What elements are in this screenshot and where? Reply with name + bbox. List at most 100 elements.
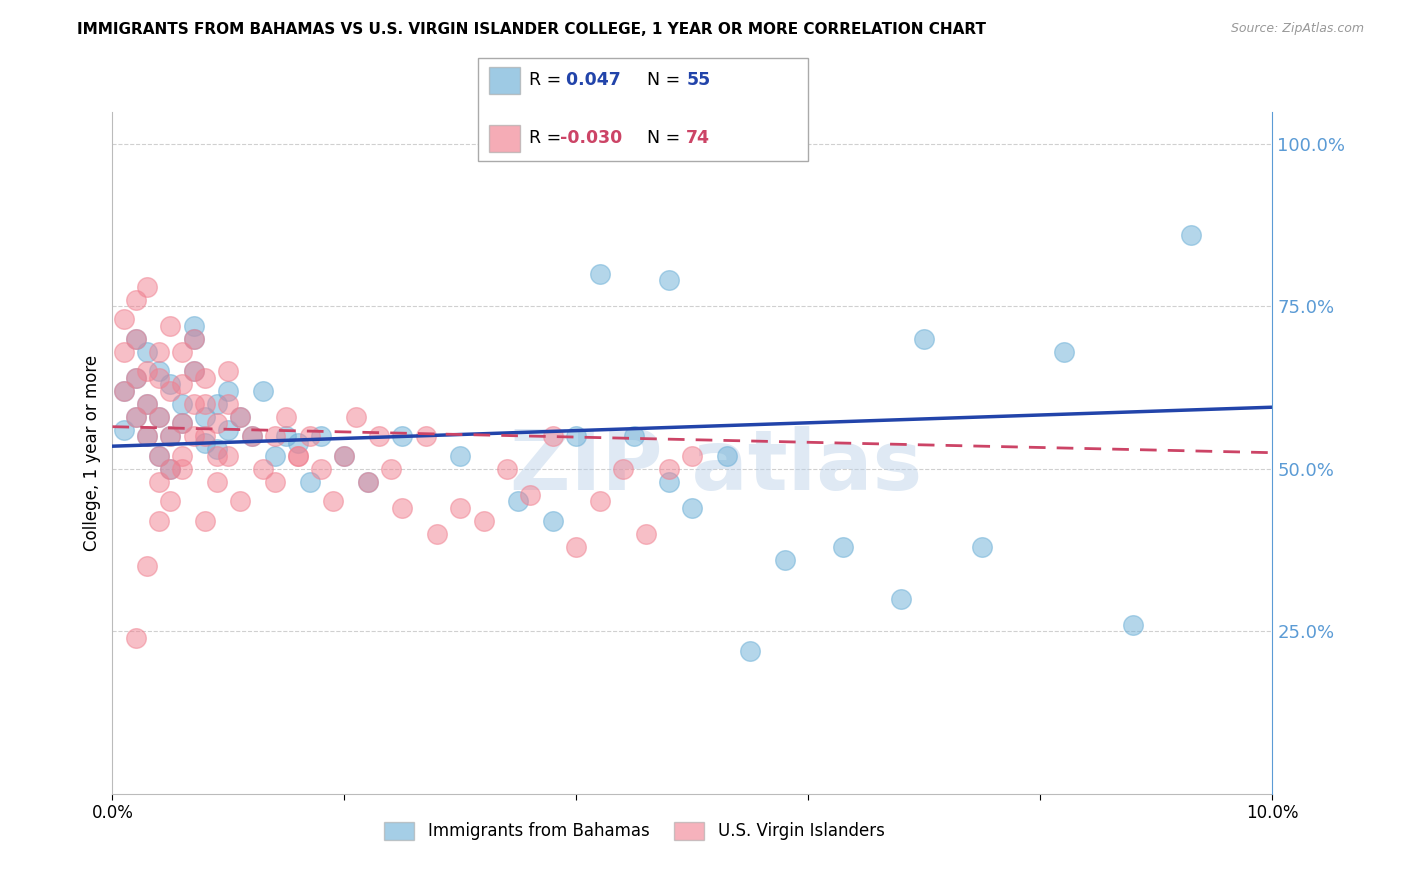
Point	[159, 377, 181, 392]
Point	[658, 462, 681, 476]
Point	[136, 429, 159, 443]
Text: 0.047: 0.047	[560, 71, 620, 89]
Point	[183, 429, 205, 443]
Point	[205, 417, 228, 431]
Point	[112, 312, 135, 326]
Point	[775, 553, 797, 567]
Point	[543, 429, 565, 443]
Point	[832, 540, 855, 554]
Text: R =: R =	[529, 71, 567, 89]
Point	[124, 332, 148, 346]
Point	[890, 591, 912, 606]
Point	[159, 494, 181, 508]
Point	[172, 417, 194, 431]
Point	[205, 442, 228, 457]
Text: Source: ZipAtlas.com: Source: ZipAtlas.com	[1230, 22, 1364, 36]
Point	[368, 429, 391, 443]
Point	[543, 514, 565, 528]
Text: 55: 55	[686, 71, 710, 89]
Point	[636, 527, 658, 541]
Point	[519, 488, 541, 502]
Point	[240, 429, 263, 443]
Point	[124, 371, 148, 385]
Point	[172, 397, 194, 411]
Point	[496, 462, 519, 476]
Point	[124, 409, 148, 424]
Point	[136, 559, 159, 574]
Text: -0.030: -0.030	[560, 129, 621, 147]
Point	[229, 494, 252, 508]
Point	[565, 540, 588, 554]
Point	[218, 384, 240, 398]
Point	[565, 429, 588, 443]
Point	[172, 345, 194, 359]
Text: 74: 74	[686, 129, 710, 147]
Point	[682, 500, 704, 515]
Point	[136, 397, 159, 411]
Point	[124, 409, 148, 424]
Point	[183, 364, 205, 378]
Point	[194, 397, 217, 411]
Point	[229, 409, 252, 424]
Point	[183, 364, 205, 378]
Point	[136, 364, 159, 378]
Point	[264, 475, 287, 489]
Legend: Immigrants from Bahamas, U.S. Virgin Islanders: Immigrants from Bahamas, U.S. Virgin Isl…	[378, 815, 891, 847]
Point	[112, 345, 135, 359]
Point	[159, 318, 181, 333]
Point	[1052, 345, 1074, 359]
Point	[472, 514, 495, 528]
Point	[136, 280, 159, 294]
Point	[148, 409, 170, 424]
Point	[148, 371, 170, 385]
Point	[112, 384, 135, 398]
Point	[159, 429, 181, 443]
Point	[183, 332, 205, 346]
Point	[148, 475, 170, 489]
Point	[682, 449, 704, 463]
Point	[240, 429, 263, 443]
Point	[322, 494, 344, 508]
Point	[148, 409, 170, 424]
Point	[658, 475, 681, 489]
Point	[380, 462, 402, 476]
Point	[172, 377, 194, 392]
Point	[344, 409, 367, 424]
Text: N =: N =	[636, 129, 685, 147]
Point	[183, 397, 205, 411]
Point	[205, 397, 228, 411]
Point	[136, 345, 159, 359]
Point	[333, 449, 356, 463]
Point	[124, 631, 148, 645]
Point	[136, 429, 159, 443]
Point	[205, 475, 228, 489]
Point	[148, 345, 170, 359]
Point	[357, 475, 380, 489]
Point	[298, 429, 321, 443]
Point	[391, 429, 413, 443]
Point	[183, 318, 205, 333]
Point	[287, 449, 309, 463]
Point	[194, 371, 217, 385]
Point	[205, 449, 228, 463]
Point	[309, 462, 333, 476]
Point	[276, 409, 298, 424]
Point	[287, 449, 309, 463]
Point	[357, 475, 380, 489]
Point	[426, 527, 449, 541]
Point	[1122, 618, 1144, 632]
Point	[194, 409, 217, 424]
Point	[136, 397, 159, 411]
Point	[588, 267, 610, 281]
Point	[333, 449, 356, 463]
Y-axis label: College, 1 year or more: College, 1 year or more	[83, 355, 101, 550]
Point	[287, 436, 309, 450]
Point	[508, 494, 530, 508]
Point	[124, 293, 148, 307]
Point	[172, 449, 194, 463]
Point	[112, 423, 135, 437]
Point	[252, 462, 274, 476]
Text: IMMIGRANTS FROM BAHAMAS VS U.S. VIRGIN ISLANDER COLLEGE, 1 YEAR OR MORE CORRELAT: IMMIGRANTS FROM BAHAMAS VS U.S. VIRGIN I…	[77, 22, 987, 37]
Point	[623, 429, 645, 443]
Point	[218, 364, 240, 378]
